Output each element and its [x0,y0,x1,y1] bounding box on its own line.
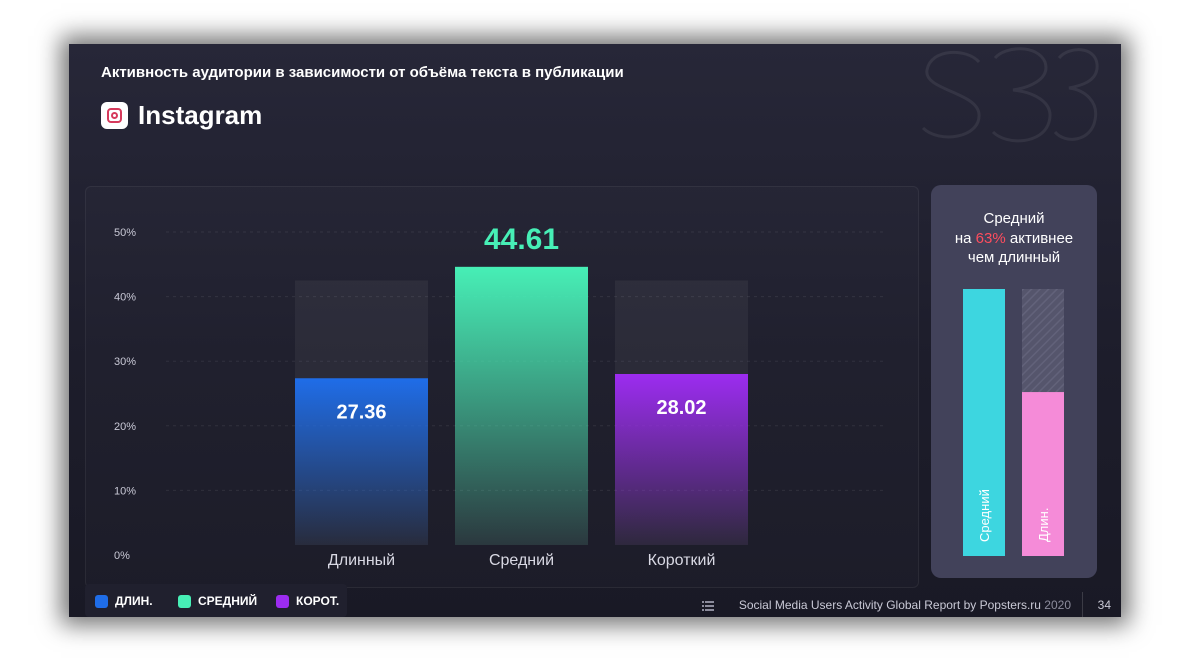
y-tick-label: 40% [114,292,136,304]
legend-label: СРЕДНИЙ [198,594,258,608]
category-label: Средний [489,552,554,569]
footer-divider [1082,592,1083,617]
legend: ДЛИН. СРЕДНИЙ КОРОТ. [85,584,347,617]
category-label: Короткий [648,552,716,569]
watermark-decoration [921,47,1099,143]
legend-swatch [276,595,289,608]
category-label: Длинный [328,552,395,569]
comparison-bar-2 [1022,392,1064,556]
legend-label: КОРОТ. [296,594,340,608]
legend-swatch [95,595,108,608]
slide-subtitle: Активность аудитории в зависимости от об… [101,64,624,81]
footer-text: Social Media Users Activity Global Repor… [738,598,1041,612]
y-tick-label: 10% [114,485,136,497]
data-label: 44.61 [484,223,559,256]
list-icon [702,601,714,611]
chart-panel: 0% 10% 20% 30% 40% 50% 27.36 44.61 28.02 Длинны… [85,186,919,588]
bar-2 [455,266,588,545]
comparison-line-2-prefix: на [954,229,972,247]
comparison-bar-label: Средний [977,489,992,542]
comparison-line-2-suffix: активнее [1009,229,1074,247]
comparison-percent: 63% [975,229,1006,247]
comparison-card: Средний на 63% активнее чем длинный Сред… [931,185,1097,578]
comparison-title: Средний на 63% активнее чем длинный [931,209,1097,268]
bar-1 [295,378,428,545]
legend-label: ДЛИН. [115,594,153,608]
comparison-bar-1 [963,289,1005,556]
y-tick-label: 50% [114,227,136,239]
data-label: 27.36 [336,401,386,423]
instagram-icon [101,102,128,129]
footer-credit: Social Media Users Activity Global Repor… [739,598,1071,612]
y-tick-label: 30% [114,356,136,368]
y-tick-label: 0% [114,550,130,562]
platform-title: Instagram [138,100,263,130]
data-label: 28.02 [656,397,706,419]
comparison-bars: Средний Длин. [963,289,1064,556]
bar-chart: 0% 10% 20% 30% 40% 50% 27.36 44.61 28.02 Длинны… [114,223,886,569]
comparison-bar-label: Длин. [1036,508,1051,542]
bar-3 [615,373,748,545]
comparison-line-3: чем длинный [967,249,1061,266]
legend-swatch [178,595,191,608]
page-number: 34 [1097,598,1111,612]
footer-year: 2020 [1044,598,1071,612]
slide: Активность аудитории в зависимости от об… [69,44,1121,617]
y-tick-label: 20% [114,421,136,433]
comparison-line-1: Средний [983,210,1045,227]
